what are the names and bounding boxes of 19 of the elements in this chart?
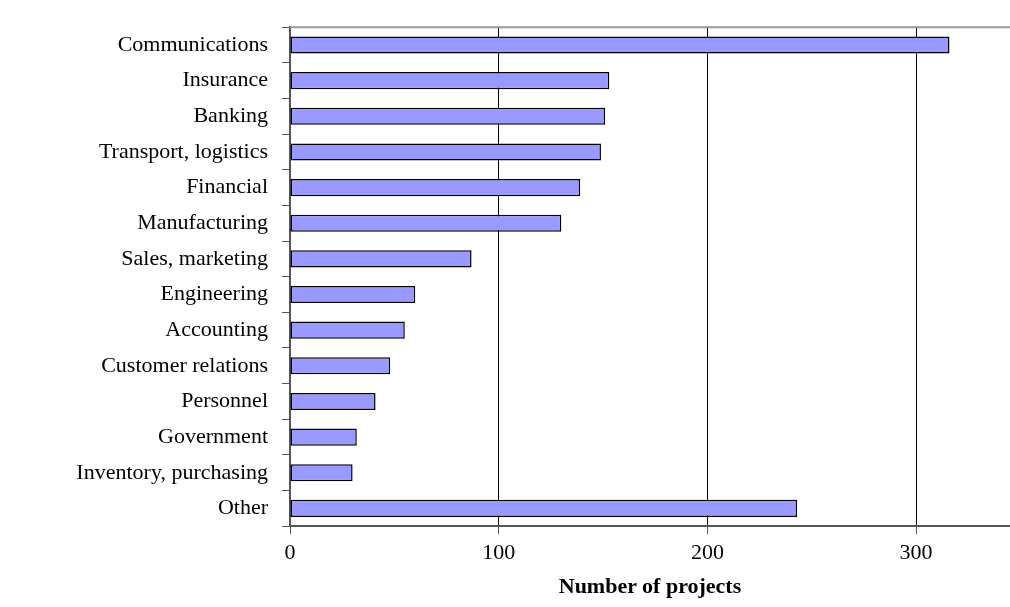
y-tick-label: Sales, marketing xyxy=(121,244,268,270)
y-tick-label: Inventory, purchasing xyxy=(76,458,268,484)
x-axis-title: Number of projects xyxy=(558,573,742,599)
x-tick-label: 100 xyxy=(482,539,516,565)
y-tick-label: Engineering xyxy=(160,280,268,306)
y-tick-label: Insurance xyxy=(182,66,268,92)
y-tick-label: Customer relations xyxy=(101,351,268,377)
y-tick-label: Personnel xyxy=(181,387,268,413)
y-tick-label: Government xyxy=(158,422,268,448)
y-tick-label: Financial xyxy=(186,173,268,199)
y-tick-label: Banking xyxy=(193,102,268,128)
y-tick-label: Transport, logistics xyxy=(98,137,268,163)
y-tick-label: Communications xyxy=(117,30,268,56)
y-tick-label: Other xyxy=(217,494,269,520)
y-tick-label: Accounting xyxy=(165,315,268,341)
x-tick-label: 0 xyxy=(284,539,296,565)
y-tick-label: Manufacturing xyxy=(137,209,268,235)
x-tick-label: 300 xyxy=(899,539,933,565)
x-tick-label: 200 xyxy=(690,539,724,565)
